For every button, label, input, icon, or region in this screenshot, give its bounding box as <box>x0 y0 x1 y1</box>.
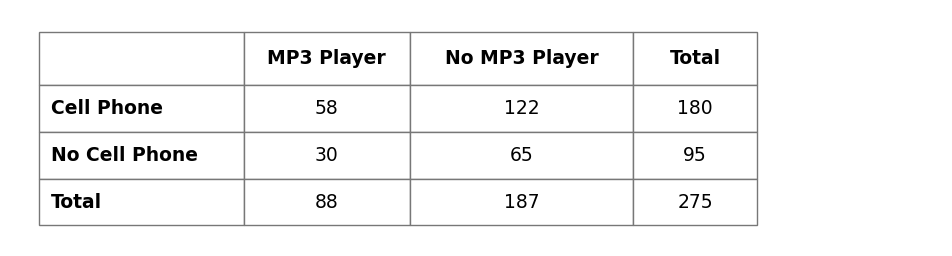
Text: 88: 88 <box>314 193 338 211</box>
Text: Cell Phone: Cell Phone <box>50 99 163 118</box>
Text: No MP3 Player: No MP3 Player <box>445 49 598 68</box>
Text: 180: 180 <box>677 99 712 118</box>
Bar <box>409 179 633 226</box>
Text: 65: 65 <box>509 146 533 165</box>
Bar <box>633 85 756 132</box>
Bar <box>39 85 244 132</box>
Text: 187: 187 <box>504 193 539 211</box>
Text: 122: 122 <box>504 99 539 118</box>
Bar <box>39 132 244 179</box>
Text: No Cell Phone: No Cell Phone <box>50 146 198 165</box>
Text: 30: 30 <box>314 146 338 165</box>
Text: 95: 95 <box>683 146 706 165</box>
Bar <box>633 132 756 179</box>
Bar <box>39 32 244 85</box>
Bar <box>244 32 409 85</box>
Bar <box>633 179 756 226</box>
Bar <box>409 85 633 132</box>
Text: 275: 275 <box>677 193 712 211</box>
Text: MP3 Player: MP3 Player <box>268 49 386 68</box>
Text: Total: Total <box>50 193 102 211</box>
Text: 58: 58 <box>314 99 338 118</box>
Text: Total: Total <box>669 49 720 68</box>
Bar <box>409 32 633 85</box>
Bar <box>244 85 409 132</box>
Bar <box>244 179 409 226</box>
Bar <box>39 179 244 226</box>
Bar <box>244 132 409 179</box>
Bar <box>409 132 633 179</box>
Bar <box>633 32 756 85</box>
